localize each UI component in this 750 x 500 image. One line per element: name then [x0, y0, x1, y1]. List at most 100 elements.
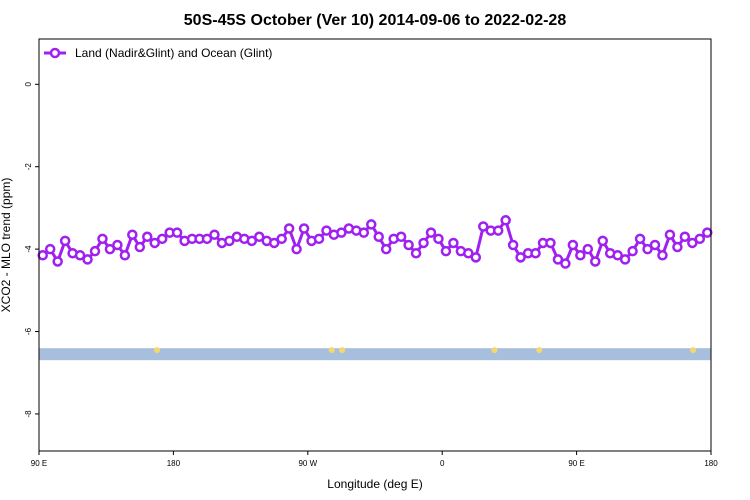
data-point	[298, 223, 310, 234]
data-point	[59, 235, 71, 247]
data-point	[380, 243, 392, 255]
data-point	[440, 245, 452, 257]
data-point	[171, 227, 183, 238]
data-point	[530, 247, 541, 259]
data-point	[276, 233, 287, 245]
data-point	[224, 235, 235, 247]
data-point	[97, 233, 108, 245]
y-tick-label: -6	[24, 327, 33, 335]
data-point	[492, 225, 504, 236]
y-tick-label: -2	[24, 163, 33, 171]
data-point	[142, 231, 153, 243]
data-point	[448, 237, 459, 249]
legend: Land (Nadir&Glint) and Ocean (Glint)	[44, 46, 272, 60]
data-point	[403, 239, 414, 251]
data-point	[201, 233, 213, 245]
data-point	[612, 250, 623, 261]
data-point	[694, 233, 706, 245]
data-point	[702, 227, 713, 238]
data-point	[433, 233, 444, 245]
data-point	[410, 247, 422, 259]
data-point	[590, 256, 601, 267]
data-point	[373, 231, 384, 243]
land-marker	[339, 347, 346, 354]
data-point	[649, 239, 661, 251]
data-point	[104, 243, 116, 255]
data-point	[425, 227, 437, 238]
y-axis-label: XCO2 - MLO trend (ppm)	[0, 178, 13, 313]
x-tick-label: 90 E	[31, 459, 47, 468]
y-tick-label: -4	[24, 245, 33, 253]
data-point	[149, 237, 160, 249]
land-marker	[536, 347, 543, 354]
data-point	[74, 250, 86, 261]
data-point	[44, 243, 56, 255]
data-point	[52, 256, 63, 267]
plot-frame	[38, 38, 712, 452]
data-point	[619, 254, 631, 265]
data-point	[687, 237, 698, 249]
land-marker	[491, 347, 498, 354]
data-point	[500, 215, 511, 226]
data-point	[672, 241, 683, 253]
x-tick-label: 180	[167, 459, 181, 468]
data-point	[664, 229, 676, 240]
data-point	[127, 229, 138, 240]
legend-label: Land (Nadir&Glint) and Ocean (Glint)	[75, 46, 272, 60]
data-point	[582, 243, 594, 255]
data-point	[507, 239, 519, 251]
data-point	[209, 229, 220, 240]
data-point	[575, 250, 586, 261]
data-point	[134, 241, 146, 253]
y-axis: 0 -2 -4 -6 -8	[24, 82, 39, 418]
data-point	[395, 231, 407, 243]
data-point	[254, 231, 265, 243]
x-axis-label: Longitude (deg E)	[327, 477, 422, 491]
data-point	[552, 254, 564, 265]
data-point	[246, 235, 258, 247]
data-point	[119, 250, 131, 261]
data-point	[478, 221, 489, 232]
data-point	[470, 252, 482, 263]
x-axis: 90 E 180 90 W 0 90 E 180	[31, 451, 718, 468]
y-tick-label: -8	[24, 410, 33, 418]
x-tick-label: 0	[440, 459, 445, 468]
data-point	[366, 219, 377, 230]
data-point	[634, 233, 646, 245]
data-point	[336, 227, 347, 238]
data-point	[545, 237, 556, 249]
data-point	[82, 254, 93, 265]
data-point	[37, 250, 48, 261]
data-point	[358, 227, 370, 238]
data-point	[112, 239, 123, 251]
land-ocean-bar	[39, 348, 711, 361]
plot-area	[37, 215, 713, 361]
data-point	[463, 247, 474, 259]
land-marker	[328, 347, 335, 354]
data-point	[313, 233, 325, 245]
data-point	[679, 231, 691, 243]
x-tick-label: 90 E	[568, 459, 584, 468]
land-marker	[690, 347, 697, 354]
data-point	[268, 237, 280, 249]
data-point	[283, 223, 295, 234]
x-tick-label: 90 W	[298, 459, 317, 468]
data-point	[291, 243, 302, 255]
data-point	[642, 243, 653, 255]
data-point	[418, 237, 429, 249]
data-point	[89, 245, 101, 257]
data-point	[321, 225, 332, 236]
legend-marker	[49, 47, 61, 59]
data-point	[627, 245, 638, 257]
data-point	[515, 252, 526, 263]
x-tick-label: 180	[704, 459, 718, 468]
data-point	[156, 233, 168, 245]
land-marker	[153, 347, 160, 354]
data-point	[567, 239, 579, 251]
data-point	[597, 235, 608, 247]
data-point	[560, 258, 571, 269]
chart-title: 50S-45S October (Ver 10) 2014-09-06 to 2…	[184, 12, 567, 29]
data-point	[657, 250, 668, 261]
